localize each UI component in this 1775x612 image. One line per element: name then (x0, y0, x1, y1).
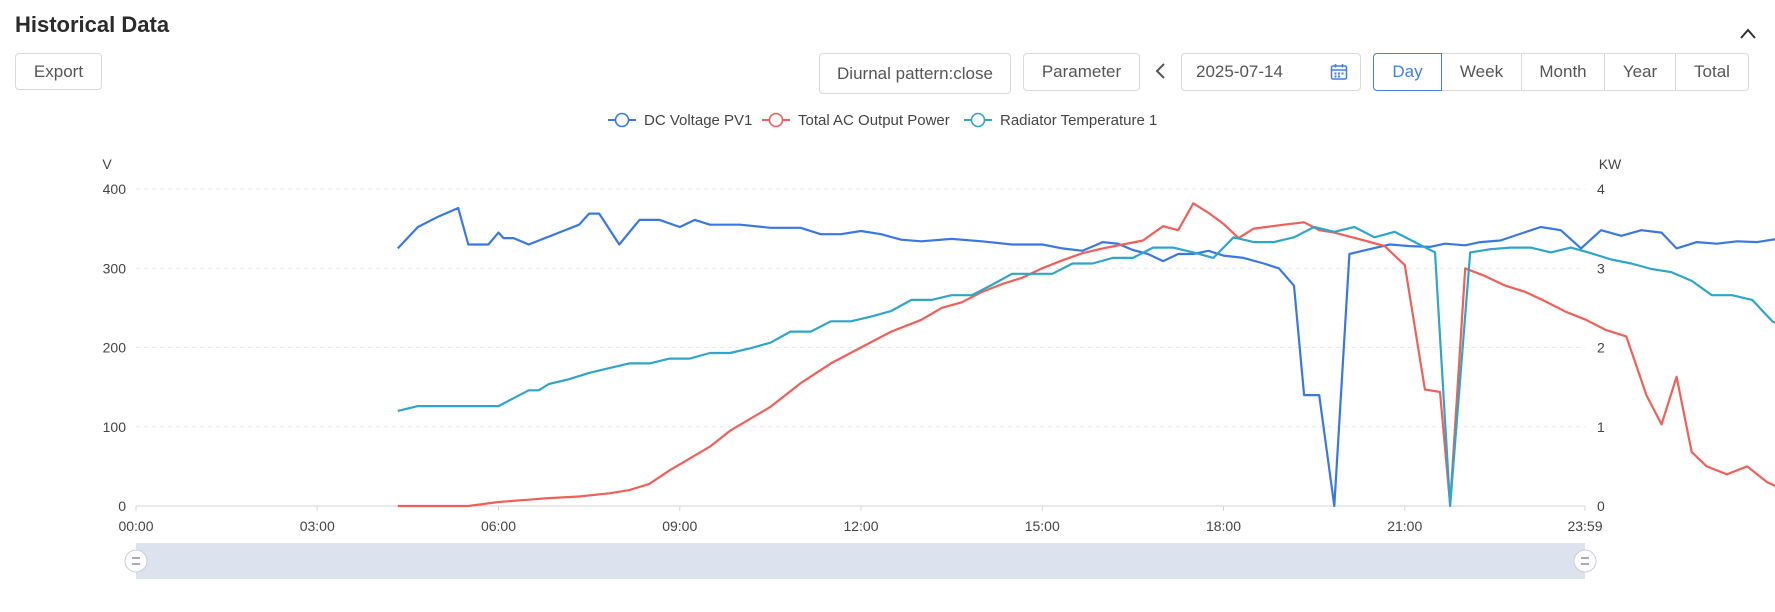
diurnal-pattern-button[interactable]: Diurnal pattern:close (819, 53, 1011, 94)
chevron-left-icon[interactable] (1150, 60, 1172, 82)
x-tick-label: 12:00 (843, 518, 878, 534)
legend-marker (614, 112, 630, 128)
date-picker[interactable]: 2025-07-14 (1181, 53, 1361, 91)
tab-year[interactable]: Year (1604, 53, 1676, 91)
zoom-slider-track (136, 543, 1585, 579)
y-left-unit-label: V (102, 156, 112, 172)
y-left-tick-label: 300 (103, 260, 127, 276)
y-right-tick-label: 1 (1597, 419, 1605, 435)
date-value: 2025-07-14 (1196, 62, 1283, 81)
legend-label: Radiator Temperature 1 (1000, 112, 1157, 129)
x-tick-label: 03:00 (300, 518, 335, 534)
parameter-button[interactable]: Parameter (1023, 53, 1140, 91)
legend-label: Total AC Output Power (798, 112, 950, 129)
tab-week[interactable]: Week (1441, 53, 1522, 91)
calendar-icon[interactable] (1330, 63, 1348, 81)
y-right-tick-label: 4 (1597, 181, 1605, 197)
zoom-handle-end[interactable] (1573, 549, 1597, 573)
series-line-3 (397, 225, 1775, 508)
legend-item-3: Radiator Temperature 1 (964, 112, 1157, 129)
y-left-tick-label: 200 (103, 340, 127, 356)
legend-marker (768, 112, 784, 128)
chevron-up-icon[interactable] (1738, 24, 1758, 44)
page-title: Historical Data (15, 12, 170, 37)
y-left-tick-label: 400 (103, 181, 127, 197)
x-tick-label: 23:59 (1567, 518, 1602, 534)
series-line-2 (397, 202, 1775, 508)
legend-label: DC Voltage PV1 (644, 112, 752, 129)
y-left-tick-label: 0 (118, 498, 126, 514)
x-tick-label: 18:00 (1206, 518, 1241, 534)
y-left-tick-label: 100 (103, 419, 127, 435)
handle-knob (1573, 549, 1597, 573)
y-right-tick-label: 2 (1597, 340, 1605, 356)
legend-item-1: DC Voltage PV1 (608, 112, 752, 129)
tab-total[interactable]: Total (1675, 53, 1749, 91)
x-tick-label: 21:00 (1387, 518, 1422, 534)
tab-day[interactable]: Day (1373, 53, 1442, 91)
y-right-tick-label: 0 (1597, 498, 1605, 514)
legend-item-2: Total AC Output Power (762, 112, 950, 129)
period-selector: Day Week Month Year Total (1373, 53, 1749, 91)
x-tick-label: 09:00 (662, 518, 697, 534)
series-line-1 (396, 206, 1775, 508)
y-right-unit-label: KW (1599, 156, 1622, 172)
tab-month[interactable]: Month (1521, 53, 1605, 91)
x-tick-label: 00:00 (118, 518, 153, 534)
y-right-tick-label: 3 (1597, 260, 1605, 276)
zoom-handle-start[interactable] (124, 549, 148, 573)
history-line-chart: 0 100 200 300 400 0 1 2 3 4 V KW 00:00 03:00 06:00 09:0… (102, 112, 1775, 579)
export-button[interactable]: Export (15, 53, 102, 90)
legend-marker (970, 112, 986, 128)
x-tick-label: 06:00 (481, 518, 516, 534)
handle-knob (124, 549, 148, 573)
x-tick-label: 15:00 (1025, 518, 1060, 534)
